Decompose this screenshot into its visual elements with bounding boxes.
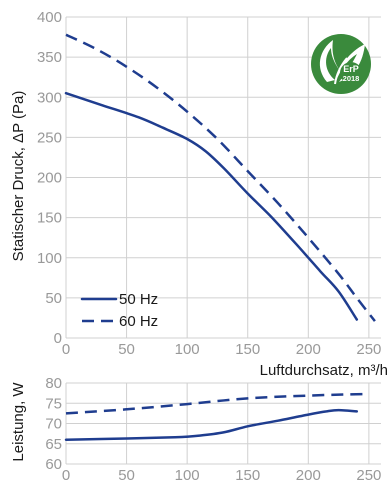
pressure-y-tick-label: 0 — [54, 330, 62, 347]
power-chart: 0 50 100 150 200 250 60 65 70 75 80 — [45, 375, 381, 484]
legend: 50 Hz 60 Hz — [80, 291, 158, 330]
legend-label-50hz: 50 Hz — [119, 291, 158, 308]
pressure-y-tick-label: 400 — [37, 9, 62, 26]
erp-badge-label-bg — [340, 62, 362, 84]
erp-badge: ErP 2018 — [311, 34, 371, 94]
power-y-tick-label: 65 — [45, 436, 62, 453]
power-series-60hz — [65, 392, 369, 415]
power-series-50hz — [64, 408, 359, 441]
power-y-tick-label: 60 — [45, 456, 62, 473]
legend-label-60hz: 60 Hz — [119, 313, 158, 330]
pressure-x-tick-label: 200 — [296, 341, 321, 358]
pressure-y-tick-label: 250 — [37, 129, 62, 146]
pressure-y-tick-label: 150 — [37, 210, 62, 227]
power-y-tick-label: 80 — [45, 375, 62, 392]
pressure-x-tick-label: 150 — [235, 341, 260, 358]
pressure-y-tick-label: 100 — [37, 250, 62, 267]
pressure-x-tick-label: 250 — [356, 341, 381, 358]
power-x-tick-label: 50 — [118, 467, 135, 484]
pressure-x-tick-label: 50 — [118, 341, 135, 358]
power-x-tick-label: 200 — [296, 467, 321, 484]
leaf-icon — [319, 40, 365, 85]
pressure-y-axis-label: Statischer Druck, ΔP (Pa) — [10, 91, 27, 262]
pressure-y-tick-label: 200 — [37, 170, 62, 187]
pressure-series-60hz — [65, 33, 376, 322]
pressure-x-axis-label: Luftdurchsatz, m³/h — [260, 362, 388, 379]
power-y-tick-label: 70 — [45, 416, 62, 433]
power-x-tick-label: 0 — [62, 467, 70, 484]
pressure-y-tick-label: 350 — [37, 49, 62, 66]
pressure-x-tick-label: 0 — [62, 341, 70, 358]
pressure-chart: 0 50 100 150 200 250 0 50 100 150 200 250 300 350 400 — [37, 9, 381, 358]
erp-badge-year: 2018 — [343, 74, 360, 83]
pressure-x-tick-label: 100 — [175, 341, 200, 358]
power-y-tick-label: 75 — [45, 395, 62, 412]
power-x-tick-label: 250 — [356, 467, 381, 484]
power-y-axis-label: Leistung, W — [10, 382, 27, 462]
power-x-tick-label: 100 — [175, 467, 200, 484]
erp-badge-label: ErP — [343, 64, 359, 74]
pressure-series-50hz — [64, 91, 359, 321]
pressure-y-tick-label: 300 — [37, 89, 62, 106]
pressure-y-tick-label: 50 — [45, 290, 62, 307]
power-x-tick-label: 150 — [235, 467, 260, 484]
